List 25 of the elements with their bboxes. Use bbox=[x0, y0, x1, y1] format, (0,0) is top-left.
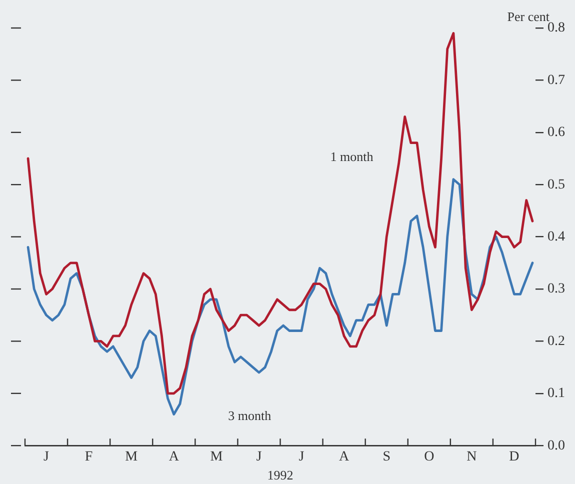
x-tick-label: M bbox=[210, 450, 224, 465]
x-tick-label: N bbox=[466, 450, 477, 465]
x-tick-label: A bbox=[168, 450, 180, 465]
y-tick-label: 0.2 bbox=[548, 334, 565, 349]
y-tick-label: 0.1 bbox=[548, 386, 565, 402]
x-tick-label: J bbox=[44, 450, 50, 465]
x-tick-label: A bbox=[339, 450, 350, 465]
x-tick-label: J bbox=[298, 450, 305, 465]
x-tick-label: D bbox=[509, 450, 520, 465]
y-tick-label: 0.4 bbox=[548, 229, 565, 244]
text: 3 month bbox=[228, 408, 272, 423]
y-tick-label: 0.8 bbox=[548, 20, 565, 36]
y-tick-label: 0.7 bbox=[548, 72, 565, 88]
y-tick-label: 0.0 bbox=[548, 438, 565, 454]
x-tick-label: F bbox=[84, 450, 93, 465]
x-tick-label: O bbox=[424, 450, 434, 465]
x-tick-label: S bbox=[382, 450, 391, 465]
series-label: 1 month bbox=[330, 148, 374, 164]
x-tick-label: M bbox=[125, 450, 138, 465]
x-axis-title: 1992 bbox=[267, 468, 294, 483]
y-tick-label: 0.5 bbox=[548, 177, 565, 192]
y-axis-title: Per cent bbox=[507, 8, 550, 24]
y-tick-label: 0.6 bbox=[548, 125, 565, 140]
x-tick-label: J bbox=[256, 450, 262, 465]
y-tick-label: 0.3 bbox=[548, 282, 565, 297]
